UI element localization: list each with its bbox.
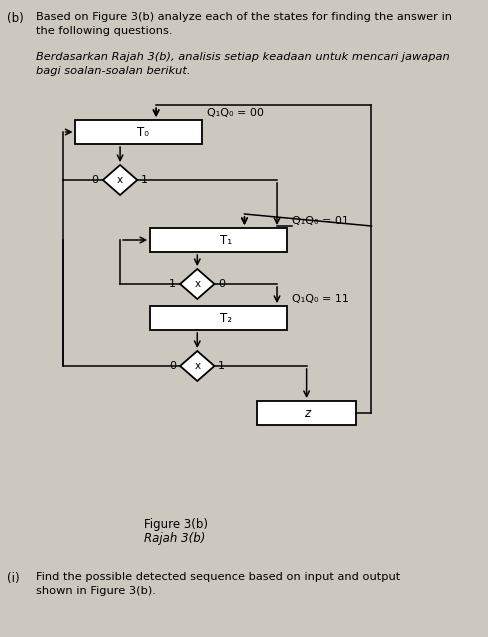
Text: Q₁Q₀ = 00: Q₁Q₀ = 00	[206, 108, 263, 118]
Bar	[150, 228, 287, 252]
Text: Berdasarkan Rajah 3(b), analisis setiap keadaan untuk mencari jawapan: Berdasarkan Rajah 3(b), analisis setiap …	[36, 52, 449, 62]
Text: 0: 0	[91, 175, 99, 185]
Text: Rajah 3(b): Rajah 3(b)	[144, 532, 205, 545]
Text: Q₁Q₀ = 01: Q₁Q₀ = 01	[291, 216, 348, 226]
Text: z: z	[303, 406, 309, 420]
Polygon shape	[102, 165, 137, 195]
Text: 1: 1	[168, 279, 176, 289]
Text: T₀: T₀	[137, 125, 149, 138]
Text: 1: 1	[141, 175, 147, 185]
Text: (b): (b)	[7, 12, 23, 25]
Text: Find the possible detected sequence based on input and output: Find the possible detected sequence base…	[36, 572, 400, 582]
Polygon shape	[180, 269, 214, 299]
Bar	[75, 120, 202, 144]
Text: x: x	[117, 175, 123, 185]
Text: T₁: T₁	[219, 234, 231, 247]
Bar	[150, 306, 287, 330]
Text: (i): (i)	[7, 572, 20, 585]
Text: Based on Figure 3(b) analyze each of the states for finding the answer in: Based on Figure 3(b) analyze each of the…	[36, 12, 451, 22]
Text: Figure 3(b): Figure 3(b)	[144, 518, 208, 531]
Text: 0: 0	[168, 361, 176, 371]
Text: x: x	[194, 361, 200, 371]
Bar	[257, 401, 355, 425]
Polygon shape	[180, 351, 214, 381]
Text: Q₁Q₀ = 11: Q₁Q₀ = 11	[291, 294, 348, 304]
Text: shown in Figure 3(b).: shown in Figure 3(b).	[36, 586, 156, 596]
Text: bagi soalan-soalan berikut.: bagi soalan-soalan berikut.	[36, 66, 190, 76]
Text: x: x	[194, 279, 200, 289]
Text: the following questions.: the following questions.	[36, 26, 172, 36]
Text: 1: 1	[218, 361, 224, 371]
Text: T₂: T₂	[219, 311, 231, 324]
Text: 0: 0	[218, 279, 224, 289]
